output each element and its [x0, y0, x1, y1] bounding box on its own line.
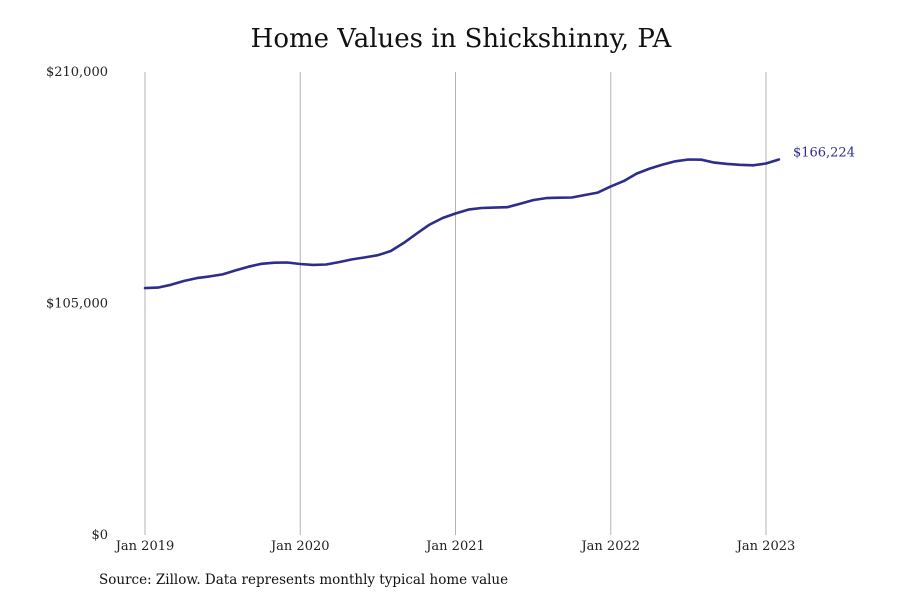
x-tick-label: Jan 2023 [735, 539, 796, 554]
y-tick-label: $210,000 [46, 65, 108, 80]
y-tick-label: $105,000 [46, 297, 108, 312]
x-tick-label: Jan 2021 [424, 539, 485, 554]
x-tick-label: Jan 2022 [579, 539, 640, 554]
y-axis-ticks: $0 $105,000 $210,000 [46, 65, 108, 543]
x-axis-ticks: Jan 2019 Jan 2020 Jan 2021 Jan 2022 Jan 2023 [114, 539, 796, 554]
y-tick-label: $0 [91, 528, 108, 543]
chart-title: Home Values in Shickshinny, PA [250, 24, 672, 54]
series-line [143, 158, 781, 290]
gridlines [144, 72, 767, 535]
x-tick-label: Jan 2020 [269, 539, 330, 554]
x-tick-label: Jan 2019 [114, 539, 175, 554]
end-value-label: $166,224 [793, 146, 855, 161]
series-layer: $166,224 [143, 146, 855, 290]
source-note: Source: Zillow. Data represents monthly … [99, 572, 509, 588]
